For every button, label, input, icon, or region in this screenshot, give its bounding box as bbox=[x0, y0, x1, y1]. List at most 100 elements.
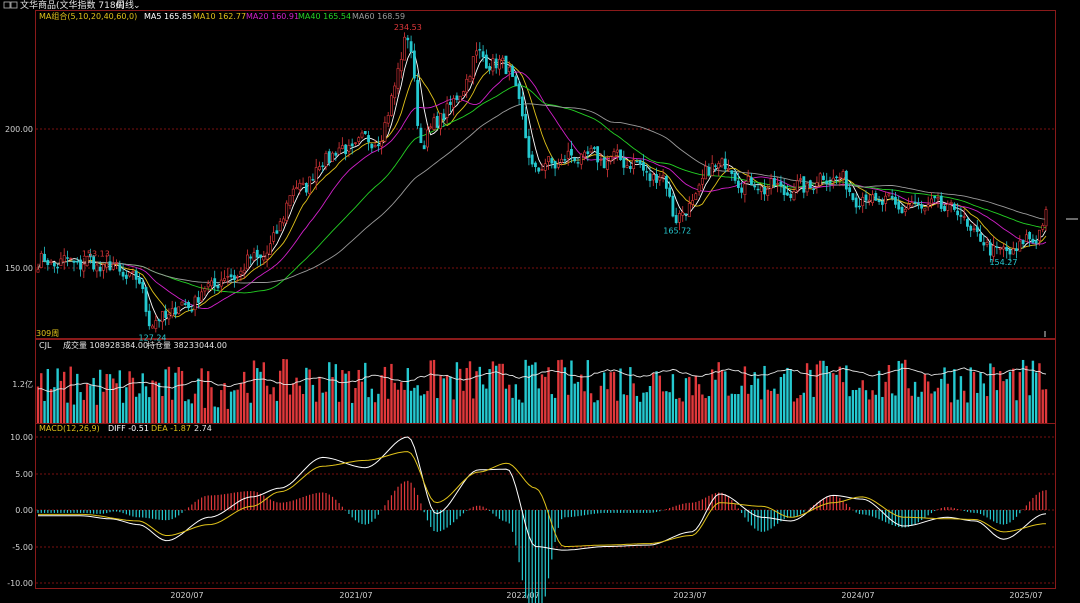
volume-bar bbox=[233, 390, 236, 423]
candle-body bbox=[445, 103, 449, 118]
price-panel-frame bbox=[35, 10, 1056, 339]
candle-body bbox=[632, 159, 636, 170]
candle-body bbox=[82, 263, 86, 272]
volume-bar bbox=[344, 373, 347, 423]
volume-bar bbox=[193, 393, 197, 423]
volume-bar bbox=[498, 363, 501, 423]
candle-body bbox=[959, 214, 963, 217]
candle-body bbox=[779, 181, 783, 187]
candle-body bbox=[890, 196, 894, 199]
candle-body bbox=[730, 170, 734, 174]
volume-bar bbox=[861, 380, 864, 423]
volume-bar bbox=[134, 396, 138, 423]
volume-bar bbox=[750, 384, 753, 423]
volume-bar bbox=[373, 402, 377, 423]
volume-bar bbox=[871, 390, 874, 423]
volume-bar bbox=[995, 390, 999, 423]
volume-bar bbox=[665, 391, 668, 423]
volume-bar bbox=[341, 370, 344, 423]
volume-bar bbox=[583, 391, 586, 423]
volume-bar bbox=[557, 360, 560, 423]
candle-body bbox=[311, 179, 315, 181]
volume-bar bbox=[256, 368, 259, 423]
candle-body bbox=[854, 197, 858, 208]
candle-body bbox=[484, 54, 488, 69]
volume-bar bbox=[769, 390, 773, 423]
volume-bar bbox=[910, 395, 914, 423]
restore-icon[interactable] bbox=[10, 1, 18, 9]
candle-body bbox=[334, 152, 338, 156]
chevron-down-icon[interactable]: ⌄ bbox=[133, 1, 141, 11]
candle-body bbox=[85, 256, 89, 267]
candle-body bbox=[249, 256, 253, 259]
volume-bar bbox=[773, 388, 776, 423]
candle-body bbox=[494, 58, 498, 69]
candle-body bbox=[861, 197, 865, 207]
window-buttons[interactable] bbox=[3, 1, 18, 9]
volume-bar bbox=[481, 384, 485, 423]
volume-bar bbox=[301, 393, 305, 423]
volume-bar bbox=[184, 401, 187, 423]
candle-body bbox=[376, 144, 380, 147]
volume-bar bbox=[570, 360, 573, 423]
volume-bar bbox=[445, 375, 449, 423]
candle-body bbox=[180, 301, 184, 306]
candle-body bbox=[583, 151, 586, 158]
price-annotation: 154.27 bbox=[989, 258, 1017, 267]
volume-bar bbox=[455, 362, 459, 423]
volume-bar bbox=[655, 371, 658, 423]
candle-body bbox=[170, 308, 174, 317]
candle-body bbox=[412, 50, 416, 79]
volume-bar bbox=[174, 372, 177, 423]
volume-bar bbox=[1015, 400, 1018, 423]
candle-body bbox=[1018, 240, 1022, 252]
volume-bar bbox=[275, 400, 279, 423]
candle-body bbox=[406, 37, 410, 41]
candle-body bbox=[151, 325, 154, 329]
volume-bar bbox=[694, 375, 698, 423]
instrument-title[interactable]: 文华商品(文华指数 7186) bbox=[20, 0, 125, 11]
volume-bar bbox=[717, 362, 720, 423]
candle-body bbox=[579, 153, 583, 165]
candle-body bbox=[966, 218, 969, 227]
minimize-icon[interactable] bbox=[3, 1, 11, 9]
volume-bar bbox=[544, 376, 547, 423]
candle-body bbox=[1041, 225, 1045, 230]
volume-bar bbox=[69, 366, 72, 423]
volume-bar bbox=[442, 378, 446, 423]
volume-bar bbox=[1005, 379, 1008, 423]
volume-bar bbox=[43, 400, 46, 423]
volume-bar bbox=[926, 381, 930, 423]
volume-bar bbox=[720, 370, 724, 423]
candle-body bbox=[900, 206, 904, 214]
candle-body bbox=[327, 151, 331, 163]
volume-bar bbox=[314, 401, 318, 423]
volume-bar bbox=[242, 371, 246, 423]
volume-bar bbox=[560, 359, 563, 423]
xtick-2022-07: 2022/07 bbox=[506, 591, 539, 600]
volume-bar bbox=[504, 388, 508, 423]
candle-body bbox=[746, 176, 750, 183]
candle-body bbox=[920, 204, 924, 209]
xtick-2024-07: 2024/07 bbox=[841, 591, 874, 600]
volume-bar bbox=[485, 388, 488, 423]
volume-bar bbox=[364, 362, 367, 423]
candle-body bbox=[668, 187, 672, 197]
candle-body bbox=[131, 271, 135, 273]
volume-bar bbox=[121, 402, 125, 423]
volume-bar bbox=[416, 385, 419, 423]
candle-body bbox=[455, 95, 459, 100]
candle-body bbox=[350, 143, 354, 147]
period-selector[interactable]: 周线 bbox=[116, 0, 134, 11]
volume-bar bbox=[66, 402, 69, 423]
volume-bar bbox=[95, 404, 99, 423]
volume-bar bbox=[128, 371, 131, 423]
candle-body bbox=[236, 276, 240, 278]
candle-body bbox=[49, 260, 53, 263]
volume-bar bbox=[573, 383, 576, 423]
volume-bar bbox=[337, 401, 341, 423]
volume-bar bbox=[818, 360, 822, 423]
price-annotation: 127.24 bbox=[139, 333, 167, 342]
